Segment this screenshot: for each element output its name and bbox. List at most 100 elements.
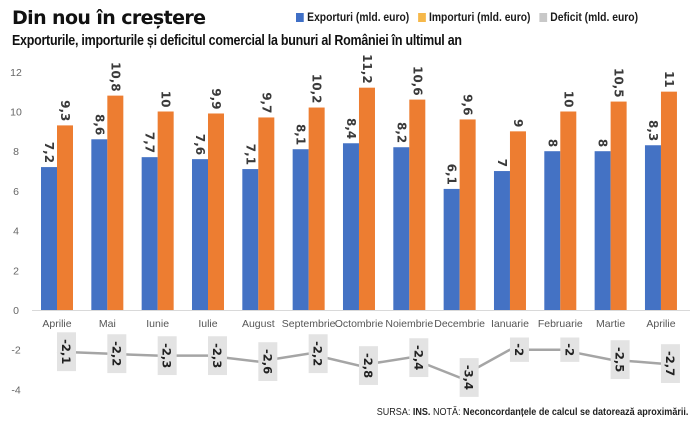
bar-exports bbox=[91, 139, 108, 310]
bar-exports bbox=[141, 157, 158, 310]
bar-imports bbox=[409, 99, 426, 310]
deficit-line: -2,1 -2,2 -2,3 -2,3 -2,6 -2,2 -2,8 -2,4 -3,4 -2 -2… bbox=[56, 332, 680, 397]
legend-label-exports: Exporturi (mld. euro) bbox=[307, 10, 410, 24]
data-label-deficit: -3,4 bbox=[462, 365, 476, 390]
bar-imports bbox=[509, 131, 526, 310]
legend-item-deficit: Deficit (mld. euro) bbox=[539, 10, 638, 24]
data-label-exports: 8 bbox=[596, 139, 610, 147]
bar-exports bbox=[242, 169, 259, 310]
deficit-label-box bbox=[57, 332, 76, 372]
data-label-deficit: -2,1 bbox=[59, 339, 73, 364]
y-tick-label: -2 bbox=[11, 345, 20, 357]
data-label-deficit: -2,5 bbox=[613, 347, 627, 372]
x-tick-label: Martie bbox=[596, 318, 625, 330]
legend-swatch-imports bbox=[417, 12, 426, 22]
data-label-exports: 8 bbox=[545, 139, 559, 147]
x-tick-label: Noiembrie bbox=[385, 318, 433, 330]
chart-title: Din nou în creștere bbox=[12, 7, 206, 29]
bar-exports bbox=[644, 145, 661, 310]
data-label-deficit: -2,7 bbox=[663, 351, 677, 376]
chart-subtitle: Exporturile, importurile și deficitul co… bbox=[12, 33, 462, 49]
legend-swatch-deficit bbox=[539, 12, 547, 22]
y-axis: -4 -2 0 2 4 6 8 10 12 bbox=[10, 67, 22, 397]
data-label-exports: 7,2 bbox=[42, 142, 56, 163]
legend-swatch-exports bbox=[296, 12, 304, 22]
x-tick-label: Ianuarie bbox=[491, 318, 529, 330]
bar-exports bbox=[41, 167, 57, 310]
deficit-label-box bbox=[409, 338, 429, 378]
data-label-imports: 11 bbox=[662, 71, 676, 88]
x-tick-label: August bbox=[242, 318, 275, 330]
deficit-label-box bbox=[560, 337, 580, 362]
data-label-exports: 8,3 bbox=[646, 120, 660, 141]
x-tick-label: Iulie bbox=[198, 318, 217, 330]
x-tick-label: Iunie bbox=[146, 318, 169, 330]
bar-imports bbox=[610, 101, 627, 310]
data-label-exports: 6,1 bbox=[445, 164, 459, 185]
data-label-exports: 7 bbox=[495, 159, 509, 167]
data-label-deficit: -2,8 bbox=[361, 353, 375, 378]
bar-imports bbox=[258, 117, 275, 310]
data-label-imports: 10,6 bbox=[410, 66, 424, 96]
data-label-deficit: -2,3 bbox=[160, 343, 174, 368]
bar-imports bbox=[57, 125, 73, 311]
deficit-label-box bbox=[610, 340, 630, 380]
data-label-deficit: -2,2 bbox=[311, 341, 325, 366]
bar-exports bbox=[292, 149, 309, 310]
data-label-exports: 8,4 bbox=[344, 118, 358, 139]
bar-exports bbox=[393, 147, 410, 310]
data-label-exports: 8,1 bbox=[294, 124, 308, 145]
data-label-deficit: -2,6 bbox=[260, 349, 274, 374]
data-label-exports: 7,7 bbox=[143, 132, 157, 153]
x-tick-label: Februarie bbox=[538, 318, 583, 330]
data-label-imports: 10,2 bbox=[310, 74, 324, 104]
data-label-deficit: -2,3 bbox=[210, 343, 224, 368]
bar-imports bbox=[308, 107, 325, 310]
bar-imports bbox=[207, 113, 224, 310]
source-prefix: SURSA: bbox=[376, 406, 413, 418]
data-label-imports: 11,2 bbox=[360, 54, 374, 84]
data-label-imports: 9,7 bbox=[259, 92, 273, 113]
deficit-label-box bbox=[308, 334, 328, 374]
note-text: Neconcordanțele de calcul se datorează a… bbox=[462, 406, 688, 418]
data-label-imports: 9 bbox=[511, 119, 525, 127]
source-name: INS. bbox=[412, 406, 431, 418]
bar-exports bbox=[594, 151, 611, 310]
deficit-label-box bbox=[107, 334, 127, 374]
data-label-imports: 10 bbox=[159, 91, 173, 108]
legend-item-imports: Importuri (mld. euro) bbox=[417, 10, 531, 24]
data-label-imports: 10,5 bbox=[612, 68, 626, 98]
legend-label-imports: Importuri (mld. euro) bbox=[429, 10, 531, 24]
data-label-imports: 9,3 bbox=[58, 100, 72, 121]
bar-imports bbox=[157, 111, 174, 310]
data-label-exports: 8,6 bbox=[92, 114, 106, 135]
deficit-label-box bbox=[459, 358, 479, 397]
data-label-imports: 9,6 bbox=[461, 94, 475, 115]
deficit-label-box bbox=[258, 342, 278, 382]
data-label-imports: 9,9 bbox=[209, 88, 223, 109]
y-tick-label: 6 bbox=[13, 186, 19, 198]
bars: 7,2 9,3 8,6 10,8 7,7 10 7,6 9,9 7,1 9,7 8,1 10,2 8,4… bbox=[41, 54, 677, 311]
x-tick-label: Septembrie bbox=[282, 318, 336, 330]
y-tick-label: -4 bbox=[11, 384, 20, 396]
data-label-deficit: -2 bbox=[562, 343, 576, 356]
source-note: SURSA: INS. NOTĂ: Neconcordanțele de cal… bbox=[376, 406, 688, 418]
bar-exports bbox=[493, 171, 510, 310]
legend-item-exports: Exporturi (mld. euro) bbox=[296, 10, 409, 24]
data-label-deficit: -2,2 bbox=[109, 341, 123, 366]
legend-label-deficit: Deficit (mld. euro) bbox=[550, 10, 639, 24]
y-tick-label: 12 bbox=[10, 67, 22, 79]
data-label-deficit: -2 bbox=[512, 343, 526, 356]
y-tick-label: 4 bbox=[13, 226, 19, 238]
x-tick-label: Mai bbox=[99, 318, 116, 330]
y-tick-label: 8 bbox=[13, 146, 19, 158]
y-tick-label: 2 bbox=[13, 265, 19, 277]
bar-exports bbox=[342, 143, 359, 310]
deficit-label-box bbox=[157, 336, 177, 376]
bar-exports bbox=[191, 159, 208, 310]
y-tick-label: 0 bbox=[13, 305, 19, 317]
data-label-imports: 10,8 bbox=[108, 62, 122, 92]
x-tick-label: Aprilie bbox=[646, 318, 675, 330]
bar-imports bbox=[107, 95, 124, 311]
